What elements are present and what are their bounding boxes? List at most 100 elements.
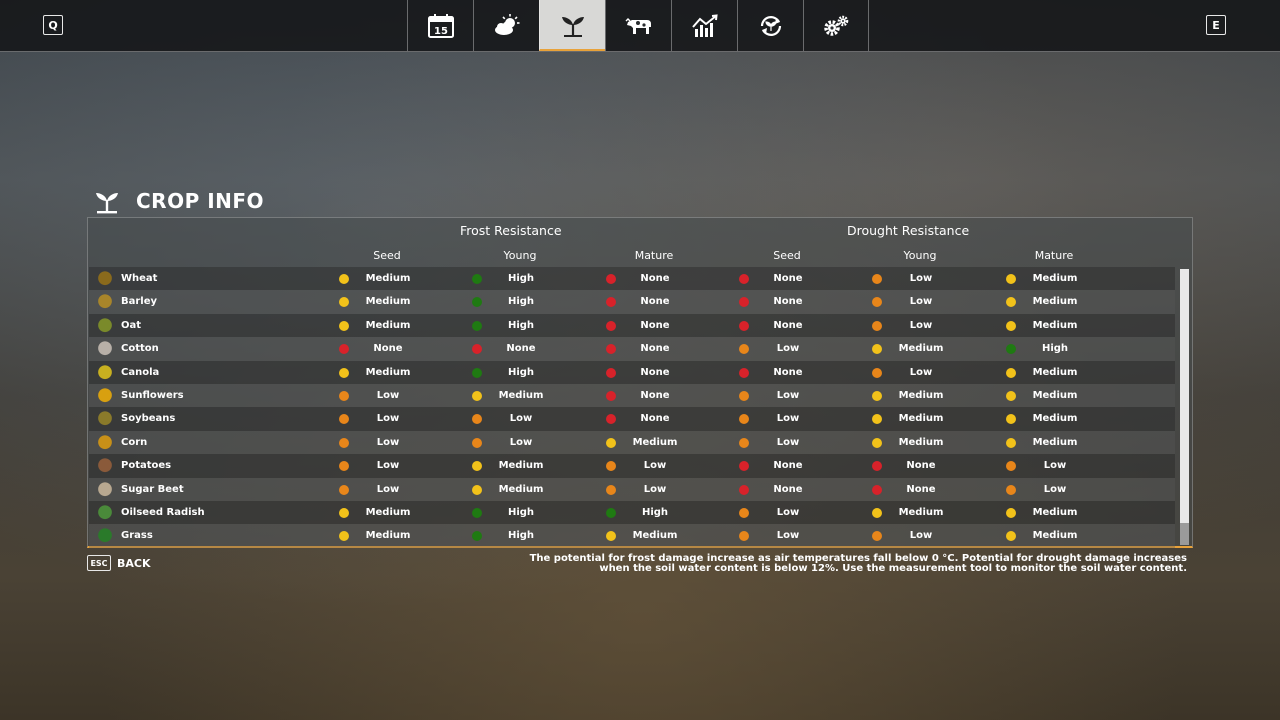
tab-animals[interactable] — [605, 0, 671, 51]
level-indicator-dot — [472, 344, 482, 355]
crop-name: Canola — [121, 366, 160, 378]
level-indicator-dot — [339, 507, 349, 518]
level-text: Low — [376, 483, 400, 495]
level-indicator-dot — [1006, 414, 1016, 425]
level-indicator-dot — [1006, 297, 1016, 308]
level-text: High — [507, 319, 535, 331]
level-indicator-dot — [739, 507, 749, 518]
crop-icon — [97, 364, 113, 381]
level-indicator-dot — [739, 390, 749, 401]
level-indicator-dot — [739, 437, 749, 448]
level-text: Medium — [632, 530, 678, 542]
level-text: None — [640, 343, 670, 355]
level-indicator-dot — [1006, 274, 1016, 284]
level-indicator-dot — [739, 531, 749, 542]
table-row[interactable]: Wheat Medium High None None Low Medium — [89, 267, 1175, 291]
table-row[interactable]: Canola Medium High None None Low Medium — [89, 360, 1175, 384]
level-text: Medium — [898, 436, 944, 448]
level-text: None — [640, 273, 670, 284]
level-text: Medium — [1032, 273, 1078, 284]
level-text: Medium — [365, 296, 411, 308]
level-text: High — [641, 506, 669, 518]
tab-calendar[interactable]: 15 — [407, 0, 473, 51]
table-row[interactable]: Potatoes Low Medium Low None None Low — [89, 454, 1175, 478]
level-text: None — [773, 319, 803, 331]
tab-cycle[interactable] — [737, 0, 803, 51]
crop-rows: Wheat Medium High None None Low Medium Barley Me… — [89, 267, 1175, 548]
level-indicator-dot — [1006, 531, 1016, 542]
level-indicator-dot — [872, 414, 882, 425]
crop-name: Wheat — [121, 273, 158, 284]
level-text: None — [640, 366, 670, 378]
level-indicator-dot — [872, 507, 882, 518]
page-title: CROP INFO — [136, 189, 265, 213]
crop-icon — [97, 481, 113, 498]
crop-name: Sugar Beet — [121, 483, 184, 495]
info-note: The potential for frost damage increase … — [527, 554, 1187, 574]
table-row[interactable]: Sugar Beet Low Medium Low None None Low — [89, 477, 1175, 501]
level-indicator-dot — [339, 437, 349, 448]
level-text: Low — [643, 460, 667, 472]
level-text: Medium — [1032, 319, 1078, 331]
level-indicator-dot — [472, 437, 482, 448]
scrollbar-thumb[interactable] — [1180, 523, 1189, 545]
scrollbar[interactable] — [1180, 269, 1189, 545]
level-indicator-dot — [872, 274, 882, 284]
group-header-frost: Frost Resistance — [460, 223, 562, 238]
table-row[interactable]: Cotton None None None Low Medium High — [89, 337, 1175, 361]
tab-weather[interactable] — [473, 0, 539, 51]
table-row[interactable]: Barley Medium High None None Low Medium — [89, 290, 1175, 314]
level-text: Low — [909, 530, 933, 542]
level-text: Medium — [632, 436, 678, 448]
level-text: None — [773, 460, 803, 472]
level-text: Medium — [498, 460, 544, 472]
level-indicator-dot — [606, 461, 616, 472]
next-page-key-hint[interactable]: E — [1206, 15, 1226, 35]
level-indicator-dot — [606, 390, 616, 401]
tab-settings[interactable] — [803, 0, 869, 51]
level-text: High — [507, 506, 535, 518]
level-indicator-dot — [606, 414, 616, 425]
level-indicator-dot — [1006, 437, 1016, 448]
table-row[interactable]: Sunflowers Low Medium None Low Medium Medium — [89, 383, 1175, 408]
level-indicator-dot — [472, 367, 482, 378]
crop-sprout-icon — [561, 16, 584, 37]
level-indicator-dot — [739, 320, 749, 331]
table-row[interactable]: Oat Medium High None None Low Medium — [89, 313, 1175, 338]
level-indicator-dot — [472, 390, 482, 401]
table-row[interactable]: Soybeans Low Low None Low Medium Medium — [89, 407, 1175, 431]
top-navigation-bar: Q 15 — [0, 0, 1280, 52]
level-text: Low — [643, 483, 667, 495]
crop-name: Sunflowers — [121, 389, 184, 401]
level-text: Medium — [1032, 506, 1078, 518]
level-indicator-dot — [872, 461, 882, 472]
level-indicator-dot — [339, 390, 349, 401]
prev-page-key-hint[interactable]: Q — [43, 15, 63, 35]
table-row[interactable]: Grass Medium High Medium Low Low Medium — [89, 524, 1175, 548]
level-text: Low — [376, 413, 400, 425]
level-indicator-dot — [472, 297, 482, 308]
level-text: Low — [776, 343, 800, 355]
crop-icon — [97, 528, 113, 545]
table-row[interactable]: Oilseed Radish Medium High High Low Medium Med… — [89, 500, 1175, 525]
level-indicator-dot — [472, 320, 482, 331]
level-text: Medium — [1032, 389, 1078, 401]
level-text: Low — [509, 413, 533, 425]
level-indicator-dot — [872, 531, 882, 542]
level-text: Low — [376, 436, 400, 448]
level-indicator-dot — [872, 437, 882, 448]
back-button[interactable]: ESC BACK — [87, 555, 151, 571]
table-row[interactable]: Corn Low Low Medium Low Medium Medium — [89, 430, 1175, 455]
level-text: None — [506, 343, 536, 355]
cycle-icon — [760, 15, 781, 36]
weather-icon — [494, 13, 519, 35]
level-text: High — [1041, 343, 1069, 355]
level-indicator-dot — [1006, 320, 1016, 331]
tab-crop-info[interactable] — [539, 0, 605, 51]
column-header-drought-young: Young — [903, 249, 937, 262]
tab-statistics[interactable] — [671, 0, 737, 51]
crop-name: Corn — [121, 436, 148, 448]
level-text: Medium — [898, 413, 944, 425]
level-text: Low — [776, 413, 800, 425]
info-note-line-1: The potential for frost damage increase … — [529, 553, 1187, 564]
